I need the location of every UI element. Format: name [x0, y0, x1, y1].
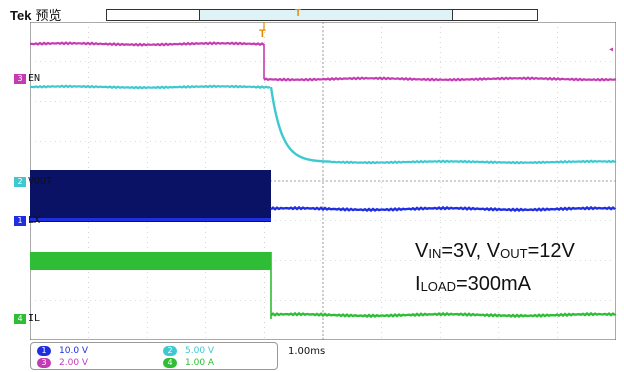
top-bar: Tek 预览 T [0, 0, 624, 26]
channel-label-en: EN [28, 73, 41, 84]
trace-ch4-il-zero [270, 311, 616, 319]
acquisition-mode: 预览 [35, 8, 62, 23]
trace-ch1-lx-floor [30, 218, 271, 221]
annot-sub-in: IN [428, 246, 442, 261]
channel-scale-legend: 1 10.0 V 2 5.00 V 3 2.00 V 4 1.00 A [30, 342, 278, 370]
annot-v: V [415, 240, 429, 262]
channel-badge-lx: 1 [14, 215, 26, 226]
channel-marker-lx[interactable]: 1 LX [14, 215, 40, 226]
trace-ch3-en-low [263, 76, 616, 82]
legend-badge-ch4: 4 [163, 358, 177, 368]
record-trigger-marker: T [295, 8, 302, 19]
scope-display [30, 22, 616, 340]
channel-label-lx: LX [28, 215, 41, 226]
record-length-bar[interactable]: T [106, 8, 538, 21]
annot-i: I [415, 273, 421, 295]
legend-ch3[interactable]: 3 2.00 V [37, 358, 88, 368]
brand-name: Tek [10, 8, 32, 23]
channel-marker-vout[interactable]: 2 VOUT [14, 176, 52, 187]
legend-ch4[interactable]: 4 1.00 A [163, 358, 214, 368]
legend-value-ch4: 1.00 A [185, 358, 215, 368]
trace-ch2-vout-high [30, 84, 271, 90]
condition-annotation-line2: ILOAD=300mA [415, 273, 531, 296]
channel-marker-il[interactable]: 4 IL [14, 313, 40, 324]
channel-badge-en: 3 [14, 73, 26, 84]
annot-text: =3V, V [441, 240, 501, 262]
trace-ch3-en-high [30, 41, 265, 47]
annot-sub-load: LOAD [420, 279, 456, 294]
trace-ch1-lx-switching [30, 170, 271, 222]
trace-ch4-il-ripple [30, 252, 271, 270]
annot-sub-out: OUT [500, 246, 528, 261]
trigger-position-marker[interactable]: T [259, 28, 266, 40]
annot-text: =12V [527, 240, 575, 262]
channel-label-il: IL [28, 313, 41, 324]
legend-ch1[interactable]: 1 10.0 V [37, 346, 88, 356]
condition-annotation-line1: VIN=3V, VOUT=12V [415, 240, 575, 263]
ch3-offscreen-arrow: ◂ [608, 44, 614, 55]
channel-badge-il: 4 [14, 313, 26, 324]
legend-value-ch1: 10.0 V [59, 346, 89, 356]
channel-label-vout: VOUT [28, 176, 53, 187]
legend-badge-ch3: 3 [37, 358, 51, 368]
channel-badge-vout: 2 [14, 176, 26, 187]
legend-badge-ch1: 1 [37, 346, 51, 356]
trace-ch1-lx-idle [270, 205, 616, 213]
channel-marker-en[interactable]: 3 EN [14, 73, 40, 84]
graticule [30, 22, 616, 340]
brand-label: Tek 预览 [10, 5, 61, 24]
waveform-canvas [30, 22, 616, 340]
legend-badge-ch2: 2 [163, 346, 177, 356]
trace-ch2-vout-low [330, 159, 616, 165]
trace-ch2-vout-decay [269, 86, 332, 163]
legend-value-ch3: 2.00 V [59, 358, 89, 368]
record-view-window[interactable] [199, 10, 453, 20]
timebase-readout[interactable]: 1.00ms [288, 346, 326, 357]
legend-ch2[interactable]: 2 5.00 V [163, 346, 214, 356]
annot-text: =300mA [455, 273, 532, 295]
legend-value-ch2: 5.00 V [185, 346, 215, 356]
waveforms [30, 22, 616, 319]
arrow-left-icon: ◂ [608, 44, 615, 55]
